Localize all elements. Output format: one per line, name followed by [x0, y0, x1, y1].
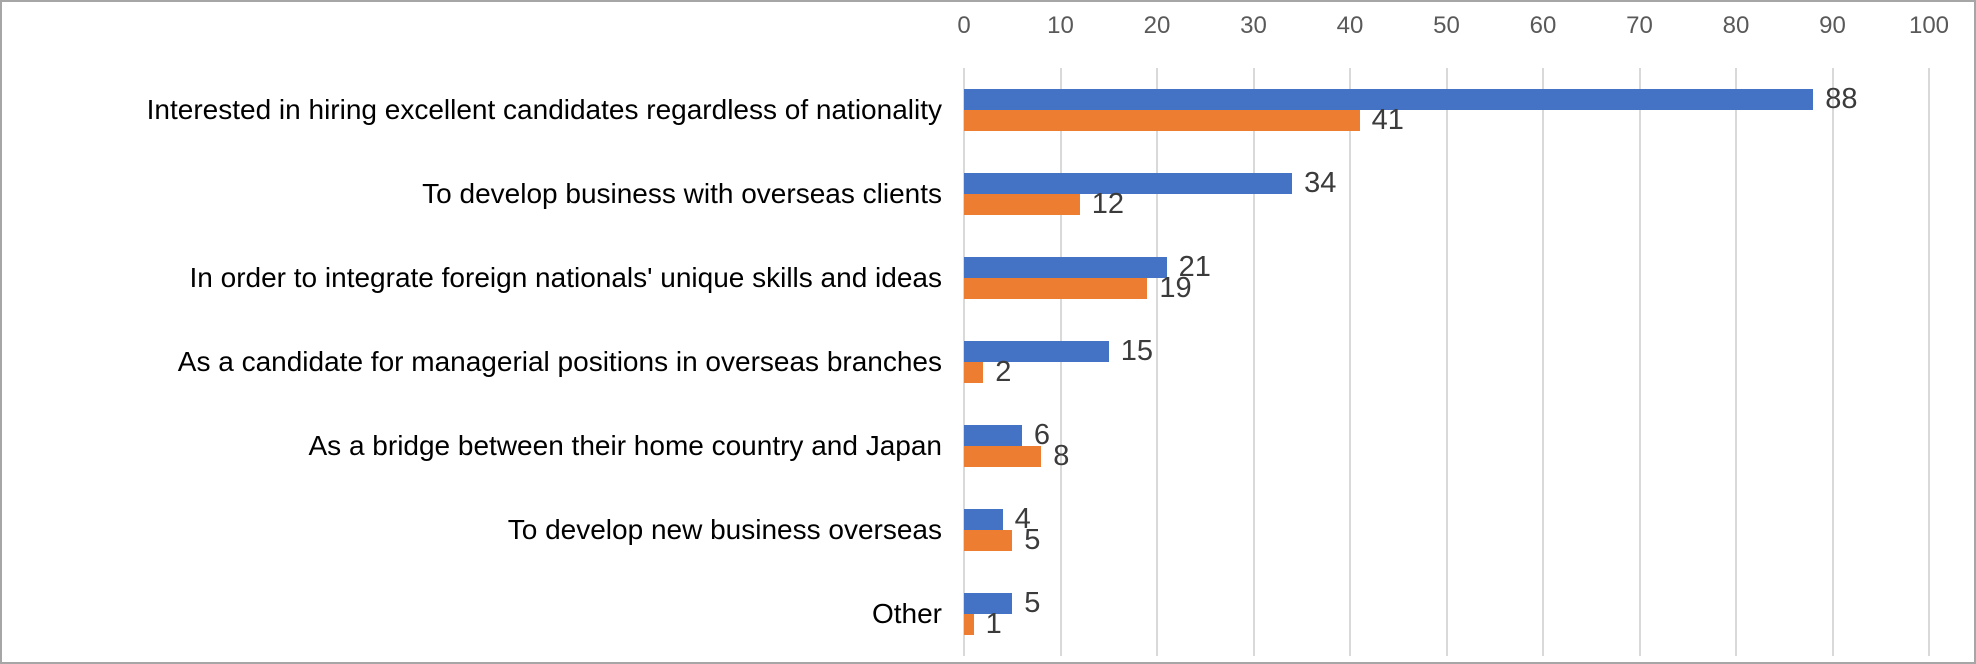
category-label: To develop business with overseas client… [422, 178, 942, 209]
category-label: Interested in hiring excellent candidate… [146, 94, 942, 125]
x-axis-tick-label: 0 [957, 12, 971, 39]
x-axis-tick-label: 100 [1908, 12, 1950, 39]
value-label-series-1-blue: 6 [1033, 419, 1051, 451]
value-label-series-2-orange: 5 [1024, 524, 1041, 556]
value-label-series-1-blue: 34 [1304, 167, 1337, 199]
bar-series-2-orange [964, 362, 984, 383]
x-axis-tick-label: 10 [1047, 12, 1074, 39]
gridline [1735, 68, 1737, 656]
value-label-series-1-blue: 21 [1178, 251, 1211, 283]
category-label: To develop new business overseas [507, 514, 942, 545]
gridline [1831, 68, 1834, 656]
gridline [1445, 68, 1448, 656]
value-label-series-2-orange: 8 [1053, 440, 1070, 472]
bar-series-2-orange [964, 530, 1013, 551]
bar-series-1-blue [964, 173, 1293, 194]
bar-series-2-orange [964, 614, 974, 635]
x-axis-tick-label: 90 [1819, 12, 1846, 39]
x-axis-tick-label: 80 [1722, 12, 1750, 39]
category-label: As a bridge between their home country a… [308, 430, 942, 461]
bar-series-1-blue [964, 425, 1022, 446]
x-axis-tick-label: 70 [1626, 12, 1653, 39]
bar-series-1-blue [964, 89, 1814, 110]
bar-series-2-orange [964, 446, 1042, 467]
bar-series-1-blue [964, 593, 1013, 614]
x-axis-tick-label: 20 [1143, 12, 1171, 39]
bar-series-1-blue [964, 509, 1003, 530]
value-label-series-1-blue: 4 [1014, 503, 1031, 535]
gridline [1349, 68, 1351, 656]
gridline [1638, 68, 1641, 656]
value-label-series-2-orange: 19 [1159, 272, 1192, 304]
bar-series-2-orange [964, 278, 1148, 299]
value-label-series-2-orange: 1 [985, 608, 1002, 640]
x-axis-tick-label: 40 [1336, 12, 1364, 39]
value-label-series-1-blue: 5 [1024, 587, 1041, 619]
category-label: In order to integrate foreign nationals'… [189, 262, 943, 293]
value-label-series-2-orange: 41 [1371, 104, 1404, 136]
value-label-series-2-orange: 2 [995, 356, 1012, 388]
category-label: As a candidate for managerial positions … [177, 346, 942, 377]
gridline [1059, 68, 1062, 656]
gridline [1542, 68, 1544, 656]
category-label: Other [871, 598, 942, 629]
bar-series-1-blue [964, 341, 1109, 362]
x-axis-tick-label: 30 [1240, 12, 1267, 39]
value-label-series-1-blue: 88 [1825, 83, 1858, 115]
value-label-series-2-orange: 12 [1091, 188, 1125, 220]
value-label-series-1-blue: 15 [1120, 335, 1154, 367]
bar-series-1-blue [964, 257, 1167, 278]
bar-series-2-orange [964, 110, 1360, 131]
gridline [1252, 68, 1255, 656]
x-axis-tick-label: 60 [1529, 12, 1557, 39]
gridline [1156, 68, 1158, 656]
x-axis-tick-label: 50 [1433, 12, 1460, 39]
gridline [1928, 68, 1930, 656]
bar-series-2-orange [964, 194, 1080, 215]
